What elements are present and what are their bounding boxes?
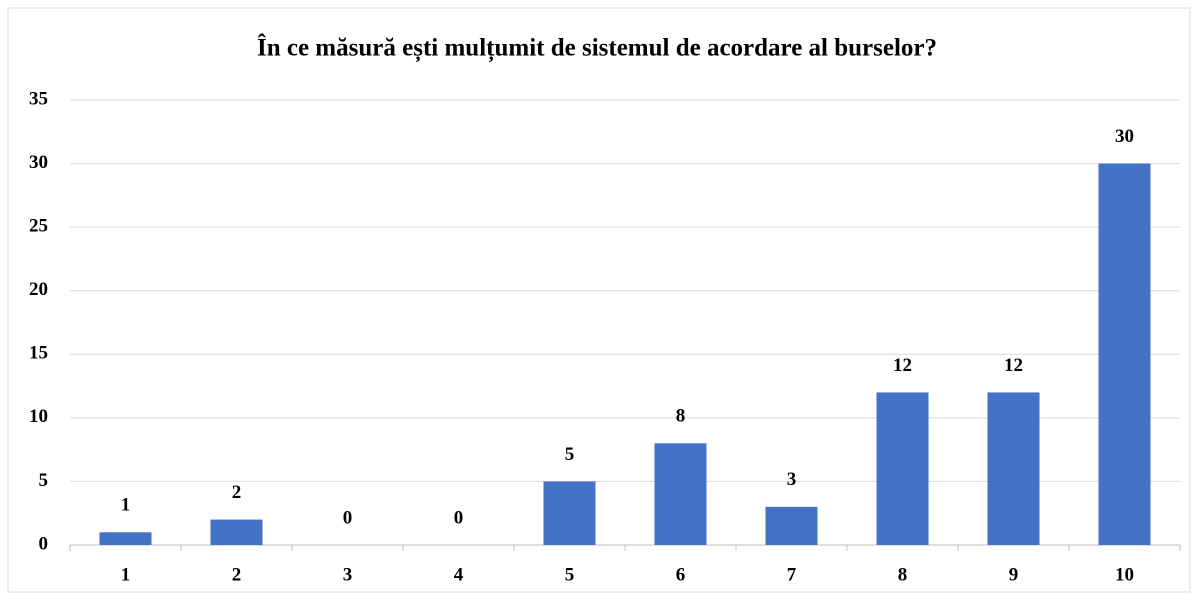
- x-tick-label: 10: [1115, 564, 1134, 585]
- data-label: 1: [121, 495, 131, 516]
- y-tick-label: 10: [29, 406, 48, 427]
- x-tick-label: 6: [676, 564, 686, 585]
- data-label: 5: [565, 444, 575, 465]
- x-tick-label: 9: [1009, 564, 1019, 585]
- bar: [654, 443, 707, 545]
- x-tick-label: 5: [565, 564, 575, 585]
- y-tick-label: 0: [39, 533, 49, 554]
- x-tick-label: 4: [454, 564, 464, 585]
- x-tick-label: 7: [787, 564, 797, 585]
- x-tick-label: 2: [232, 564, 242, 585]
- bar: [765, 506, 818, 545]
- data-label: 3: [787, 469, 797, 490]
- data-label: 30: [1115, 126, 1134, 147]
- bar: [987, 392, 1040, 545]
- y-tick-label: 20: [29, 279, 48, 300]
- y-tick-label: 5: [39, 470, 49, 491]
- y-tick-label: 15: [29, 343, 48, 364]
- x-tick-label: 3: [343, 564, 353, 585]
- bar: [876, 392, 929, 545]
- data-label: 12: [893, 355, 912, 376]
- x-tick-label: 8: [898, 564, 908, 585]
- data-label: 0: [454, 507, 464, 528]
- y-tick-label: 30: [29, 152, 48, 173]
- bar: [543, 481, 596, 545]
- bar: [210, 519, 263, 545]
- data-label: 12: [1004, 355, 1023, 376]
- y-tick-label: 25: [29, 216, 48, 237]
- data-label: 2: [232, 482, 242, 503]
- bar: [99, 532, 152, 545]
- y-tick-label: 35: [29, 88, 48, 109]
- x-tick-label: 1: [121, 564, 131, 585]
- chart-title: În ce măsură ești mulțumit de sistemul d…: [257, 34, 937, 63]
- bar: [1098, 163, 1151, 546]
- data-label: 8: [676, 406, 686, 427]
- data-label: 0: [343, 507, 353, 528]
